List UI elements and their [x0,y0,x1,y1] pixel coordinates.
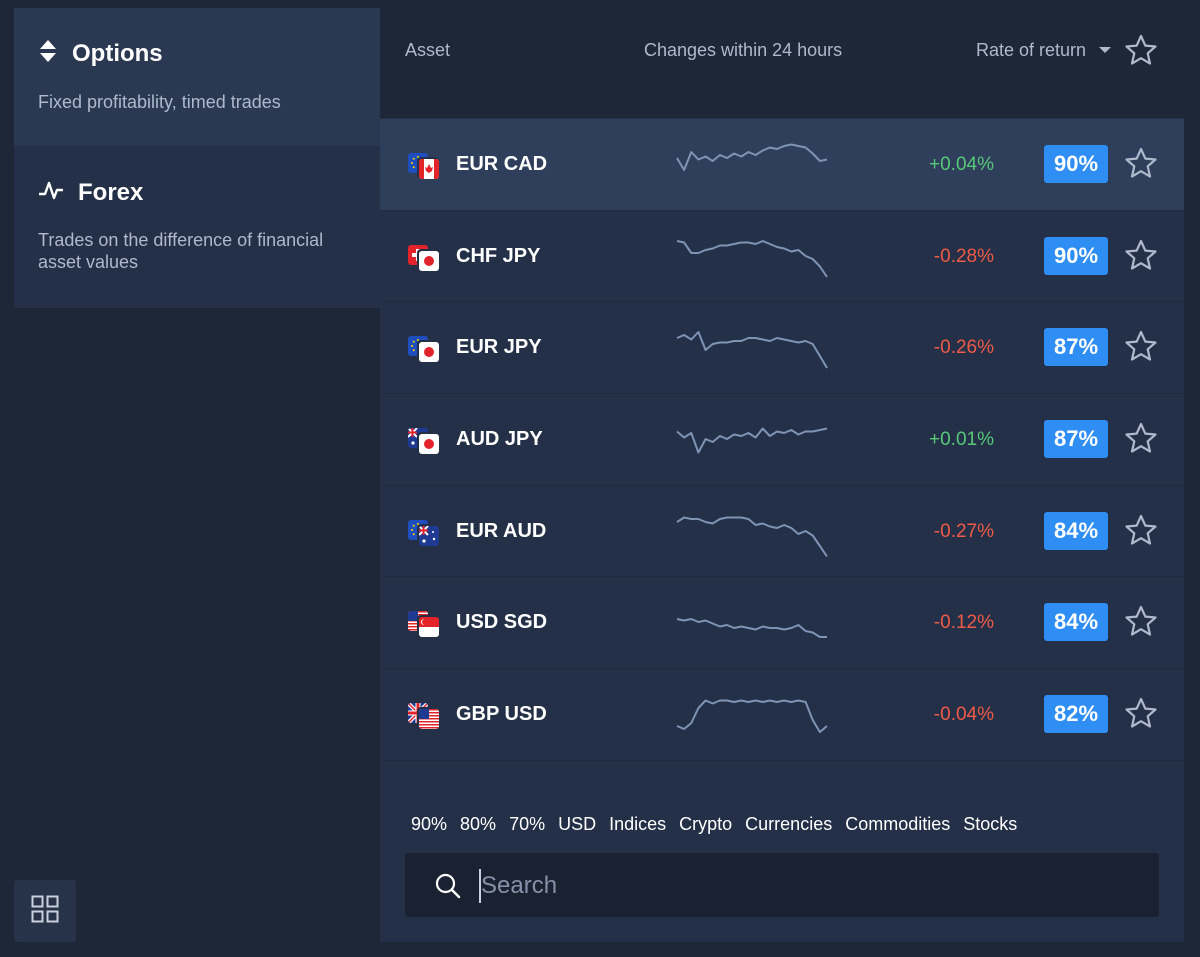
sparkline [676,239,828,278]
search-box[interactable] [405,853,1159,917]
pair-name: EUR JPY [456,336,542,359]
pair-name: CHF JPY [456,244,541,267]
rate-badge: 84% [1044,603,1108,642]
change-value: -0.12% [933,612,994,634]
options-card[interactable]: Options Fixed profitability, timed trade… [14,8,380,146]
asset-row[interactable]: AUD JPY +0.01% 87% [380,394,1184,486]
sparkline [676,516,828,557]
star-icon[interactable] [1124,697,1158,734]
up-down-arrows-icon [38,38,58,69]
options-description: Fixed profitability, timed trades [38,92,281,112]
pair-name: AUD JPY [456,428,543,451]
asset-row[interactable]: EUR CAD +0.04% 90% [380,119,1184,211]
pair-name: EUR AUD [456,519,547,542]
star-icon[interactable] [1124,147,1158,184]
change-value: -0.28% [933,245,994,267]
filter-indices[interactable]: Indices [609,814,667,834]
rate-badge: 82% [1044,695,1108,734]
forex-title: Forex [78,178,144,206]
change-value: -0.26% [933,337,994,359]
caret-down-icon[interactable] [1099,47,1111,53]
asset-row[interactable]: EUR JPY -0.26% 87% [380,302,1184,395]
change-value: +0.04% [929,154,994,175]
pair-flags [408,336,442,363]
filter-90pct[interactable]: 90% [411,814,448,834]
sparkline [676,143,828,171]
header-asset: Asset [405,40,451,60]
grid-icon [31,895,59,928]
star-icon[interactable] [1124,34,1158,71]
pair-name: GBP USD [456,703,547,726]
star-icon[interactable] [1124,422,1158,459]
rate-badge: 90% [1044,145,1108,183]
change-value: -0.04% [933,704,994,726]
change-value: -0.27% [933,520,994,542]
pair-flags [408,611,442,638]
filter-stocks[interactable]: Stocks [963,814,1018,834]
rate-badge: 87% [1044,420,1108,459]
filter-bar: 90% 80% 70% USD Indices Crypto Currencies Commo… [411,814,1017,835]
rate-badge: 87% [1044,328,1108,367]
flag-jp-icon [419,250,439,271]
flag-ca-icon [419,159,439,179]
star-icon[interactable] [1124,330,1158,367]
header-rate-sort[interactable]: Rate of return [976,40,1087,60]
table-header: Asset Changes within 24 hours Rate of re… [380,8,1184,118]
sparkline [676,331,828,369]
grid-view-button[interactable] [14,880,76,942]
asset-row[interactable]: USD SGD -0.12% 84% [380,577,1184,670]
rate-badge: 84% [1044,511,1108,550]
filter-commodities[interactable]: Commodities [845,814,951,834]
filter-currencies[interactable]: Currencies [745,814,833,834]
rate-badge: 90% [1044,236,1108,275]
asset-list: EUR CAD +0.04% 90% CHF JPY -0.28% 90% EU… [380,119,1184,761]
asset-type-panel: Options Fixed profitability, timed trade… [14,8,380,308]
filter-80pct[interactable]: 80% [460,814,497,834]
flag-jp-icon [419,342,439,363]
sparkline [676,699,828,734]
asset-row[interactable]: EUR AUD -0.27% 84% [380,486,1184,578]
pair-flags [408,153,442,179]
flag-jp-icon [419,434,439,455]
filter-crypto[interactable]: Crypto [679,814,733,834]
forex-card[interactable]: Forex Trades on the difference of financ… [14,146,380,308]
sparkline [676,427,828,454]
pulse-icon [38,178,64,207]
star-icon[interactable] [1124,514,1158,551]
flag-us-icon [419,709,439,730]
star-icon[interactable] [1124,605,1158,642]
options-title: Options [72,39,163,67]
search-icon [435,873,461,904]
pair-name: EUR CAD [456,153,548,175]
pair-flags [408,428,442,455]
pair-flags [408,703,442,730]
pair-flags [408,519,442,546]
sparkline [676,618,827,639]
asset-row[interactable]: CHF JPY -0.28% 90% [380,211,1184,303]
pair-name: USD SGD [456,611,548,634]
forex-description: Trades on the difference of financial as… [38,230,324,272]
flag-au-icon [419,525,439,546]
search-input[interactable] [479,869,1079,903]
flag-sg-icon [419,617,439,638]
change-value: +0.01% [929,429,994,451]
filter-70pct[interactable]: 70% [509,814,546,834]
asset-list-panel: Asset Changes within 24 hours Rate of re… [380,8,1184,942]
filter-usd[interactable]: USD [558,814,597,834]
star-icon[interactable] [1124,239,1158,276]
pair-flags [408,244,442,271]
asset-row[interactable]: GBP USD -0.04% 82% [380,669,1184,761]
header-change: Changes within 24 hours [644,40,843,60]
